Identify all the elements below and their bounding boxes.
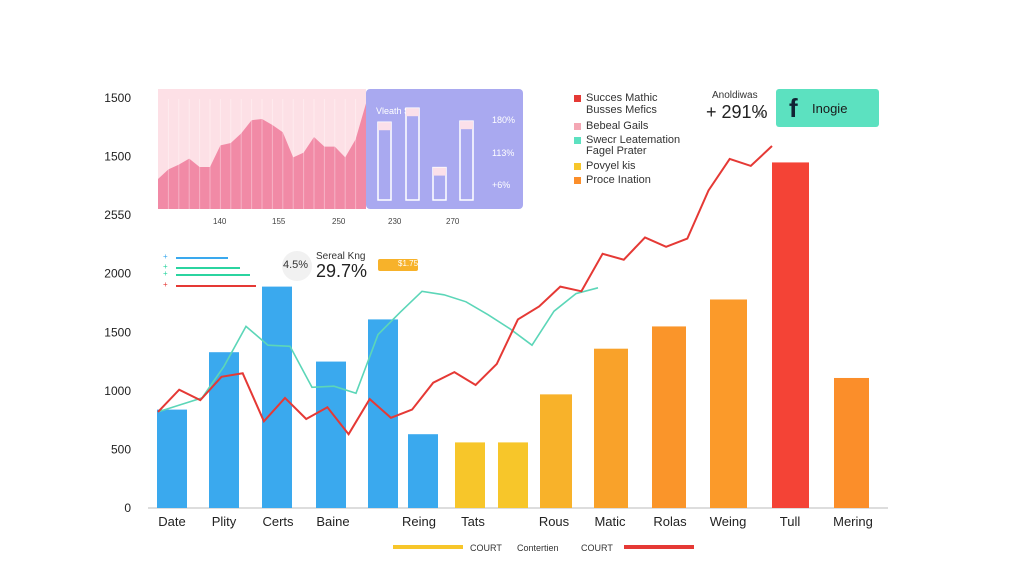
- bottom-legend: COURT Contertien COURT: [393, 543, 694, 553]
- legend-swatch: [393, 545, 463, 549]
- legend-label: Fagel Prater: [586, 145, 647, 157]
- line-legend-icon: +: [163, 269, 168, 278]
- inset-x-label: 250: [332, 217, 346, 226]
- x-tick-label: Baine: [316, 514, 349, 529]
- legend-swatch: [574, 177, 581, 184]
- x-tick-label: Reing: [402, 514, 436, 529]
- y-tick-label: 1500: [104, 325, 131, 339]
- bar: [368, 319, 398, 508]
- bar: [772, 162, 809, 508]
- line-legend-icon: +: [163, 262, 168, 271]
- social-card-label: Inogie: [812, 101, 848, 116]
- x-tick-label: Rolas: [653, 514, 687, 529]
- inset-purple-bar-cap: [406, 108, 419, 117]
- bar: [262, 286, 292, 508]
- legend-label: Povyel kis: [586, 160, 636, 172]
- legend-swatch: [574, 95, 581, 102]
- bar: [652, 326, 686, 508]
- legend-label: Busses Mefics: [586, 104, 657, 116]
- y-tick-label: 0: [124, 501, 131, 515]
- analytics-label: Anoldiwas: [712, 90, 758, 101]
- bar: [455, 442, 485, 508]
- y-tick-label: 500: [111, 442, 131, 456]
- y-tick-label: 2000: [104, 267, 131, 281]
- legend-swatch: [574, 123, 581, 130]
- bar: [834, 377, 869, 508]
- analytics-suffix: %: [757, 110, 765, 119]
- x-tick-label: Mering: [833, 514, 873, 529]
- legend-swatch: [624, 545, 694, 549]
- red-line: [157, 145, 773, 436]
- kpi-small-label: Sereal Kng: [316, 251, 366, 262]
- kpi-badge: $1.75ƨ: [378, 259, 422, 271]
- legend-label: Swecr Leatemation: [586, 134, 681, 146]
- bar: [540, 394, 572, 508]
- bar: [498, 442, 528, 508]
- inset-purple-bar-cap: [460, 121, 473, 130]
- inset-x-label: 230: [388, 217, 402, 226]
- kpi-big-value: 29.7%: [316, 261, 368, 281]
- line-legend-bar: [176, 257, 228, 259]
- bar: [157, 409, 187, 508]
- bar: [594, 348, 628, 508]
- x-tick-label: Tats: [461, 514, 485, 529]
- y-tick-label: 1500: [104, 91, 131, 105]
- bar: [710, 299, 747, 508]
- bar-series: [157, 162, 869, 508]
- line-legend-icon: +: [163, 252, 168, 261]
- x-tick-label: Plity: [212, 514, 237, 529]
- teal-line: [157, 287, 599, 413]
- legend-swatch: [574, 137, 581, 144]
- bar: [408, 434, 438, 508]
- bottom-legend-label: COURT: [470, 543, 502, 553]
- inset-side-label: +6%: [492, 180, 510, 190]
- social-card[interactable]: f Inogie: [776, 89, 879, 127]
- inset-purple-title: Vleath Stn: [376, 106, 418, 116]
- inset-panel: 140 155 250 Vleath Stn 230 270 180% 113% +6%: [158, 89, 523, 226]
- kpi-bubble-label: 4.5%: [283, 259, 309, 271]
- legend-label: Proce Ination: [586, 174, 651, 186]
- inset-side-label: 113%: [492, 148, 514, 158]
- legend-label: Succes Mathic: [586, 92, 658, 104]
- x-tick-label: Rous: [539, 514, 570, 529]
- line-legend-bar: [176, 285, 256, 287]
- x-tick-label: Tull: [780, 514, 801, 529]
- bar: [316, 361, 346, 508]
- analytics-value: + 291%: [706, 102, 768, 122]
- y-axis-labels: 0 500 1000 1500 2000 2550 1500 1500: [104, 91, 131, 515]
- inset-side-label: 180%: [492, 115, 515, 125]
- x-axis-labels: Date Plity Certs Baine Reing Tats Rous Matic Rol…: [158, 514, 873, 529]
- inset-x-label: 155: [272, 217, 286, 226]
- x-tick-label: Matic: [594, 514, 626, 529]
- y-tick-label: 1000: [104, 384, 131, 398]
- kpi-badge-text: $1.75ƨ: [398, 259, 423, 268]
- inset-x-label: 140: [213, 217, 227, 226]
- x-tick-label: Weing: [710, 514, 747, 529]
- y-tick-label: 2550: [104, 208, 131, 222]
- inset-purple-bar-cap: [378, 122, 391, 131]
- inset-x-label: 270: [446, 217, 460, 226]
- legend-swatch: [574, 163, 581, 170]
- bottom-legend-label: Contertien: [517, 543, 559, 553]
- line-series: [157, 145, 773, 436]
- x-tick-label: Certs: [262, 514, 294, 529]
- bottom-legend-label: COURT: [581, 543, 613, 553]
- bar: [209, 352, 239, 508]
- kpi-bubble: [282, 251, 312, 281]
- legend-label: Bebeal Gails: [586, 120, 649, 132]
- y-tick-label: 1500: [104, 150, 131, 164]
- line-legend-bar: [176, 267, 240, 269]
- inset-purple-bar-cap: [433, 167, 446, 176]
- facebook-icon: f: [789, 93, 798, 123]
- x-tick-label: Date: [158, 514, 185, 529]
- line-legend-icon: +: [163, 280, 168, 289]
- line-legend-bar: [176, 274, 250, 276]
- inset-area: [158, 103, 366, 209]
